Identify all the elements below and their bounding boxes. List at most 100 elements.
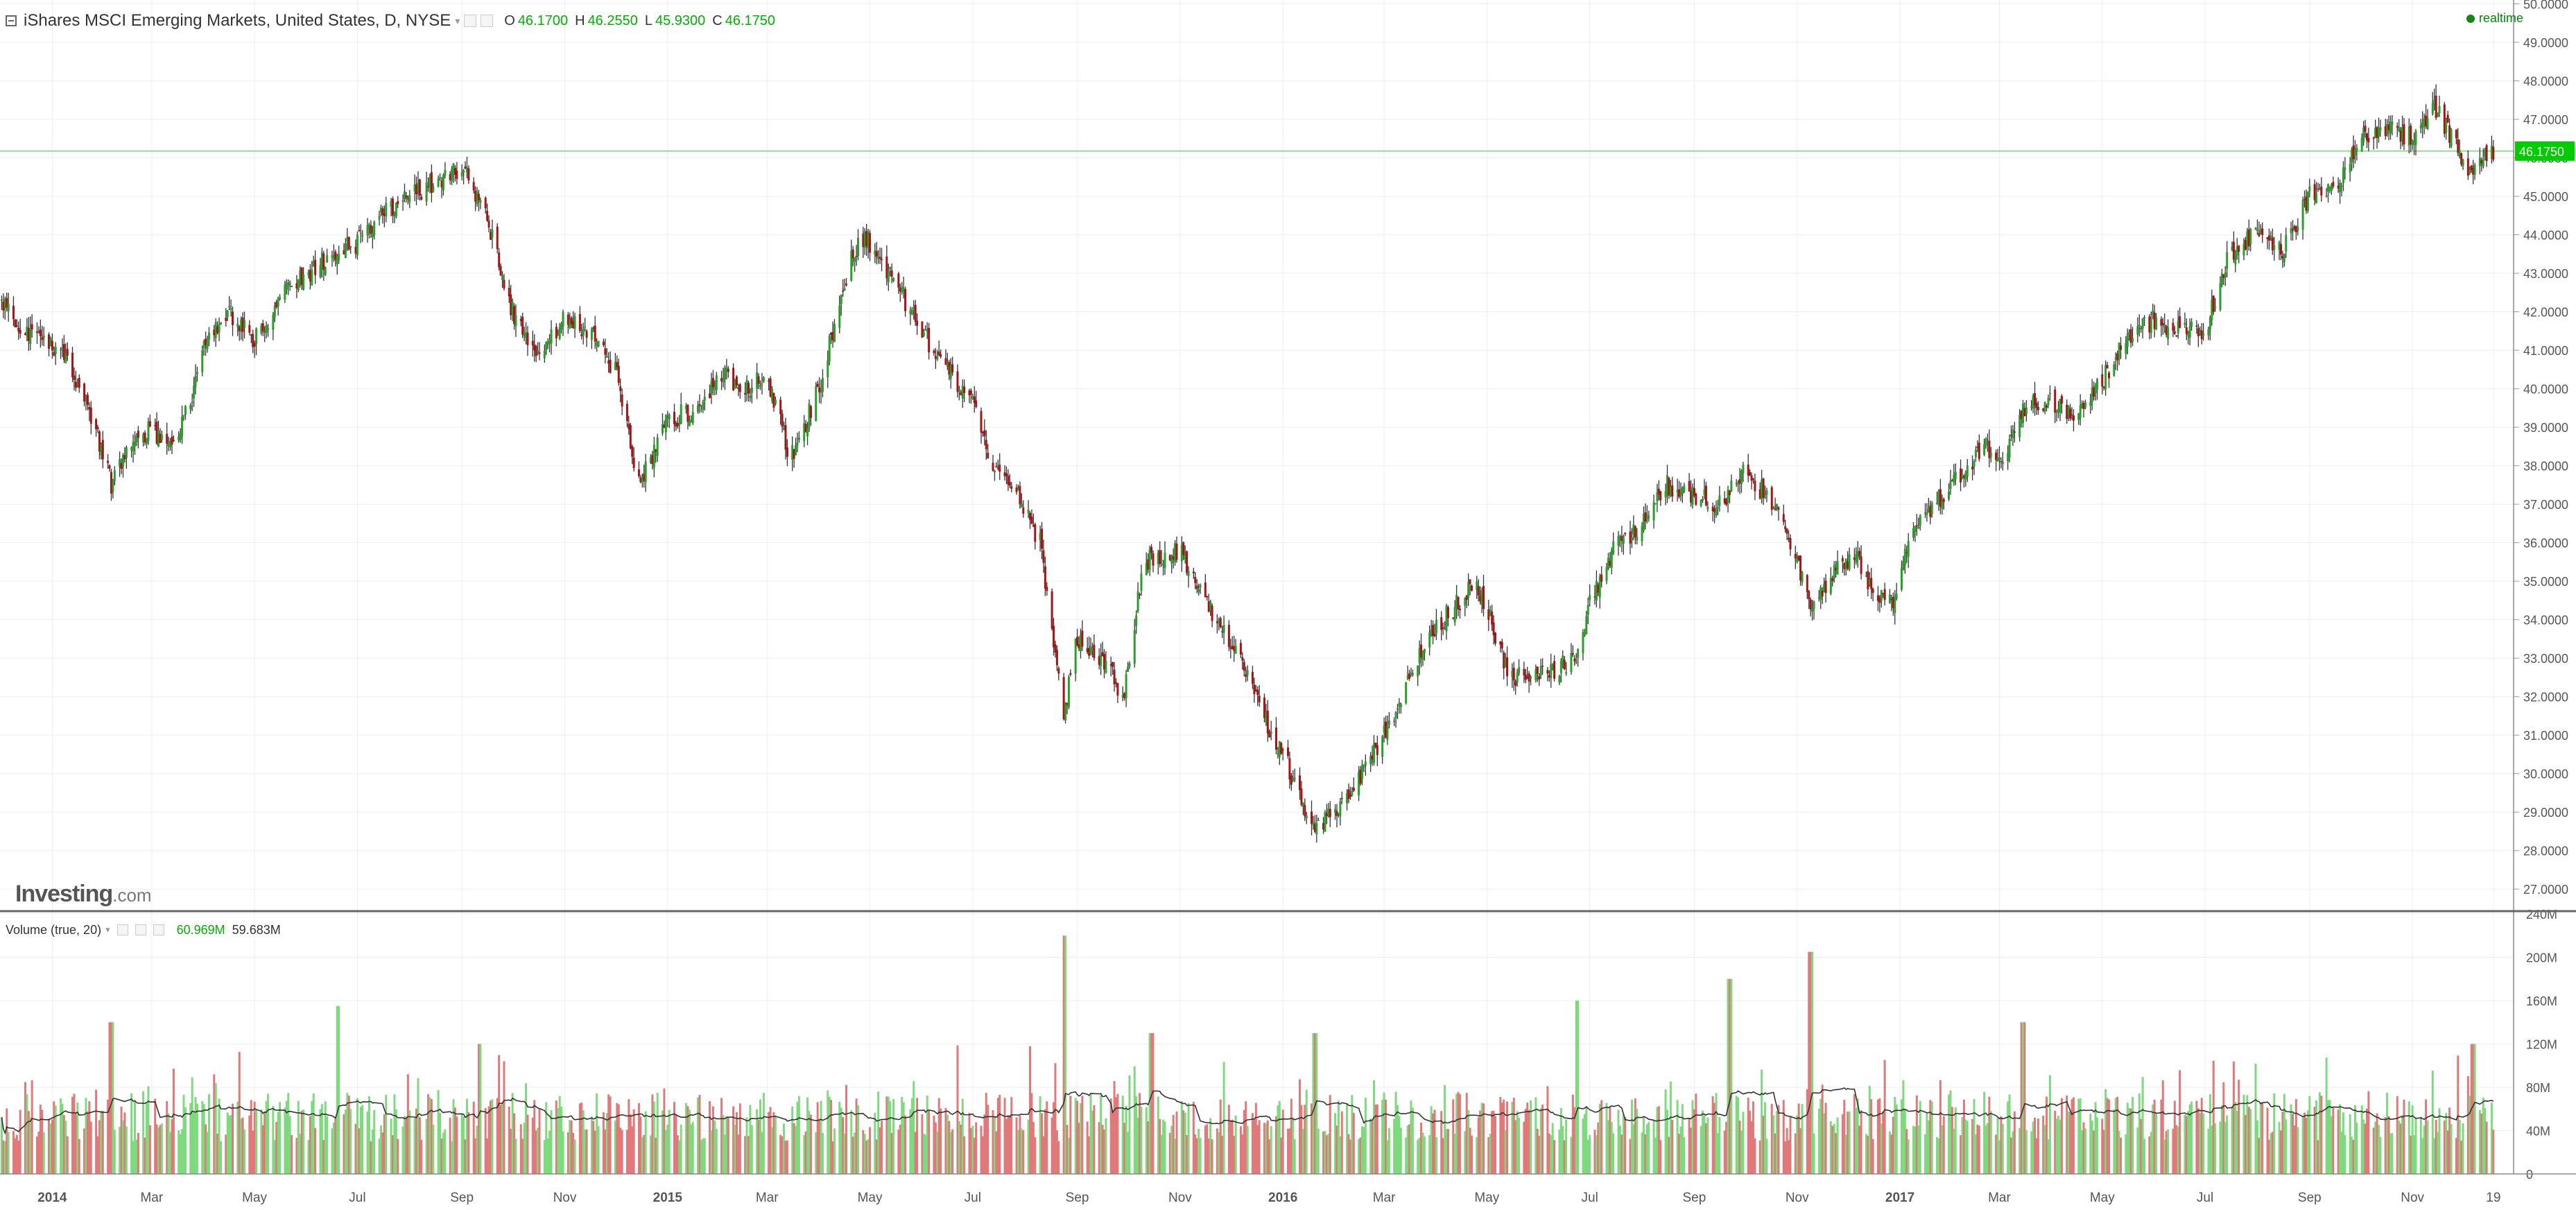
volume-bar (2019, 1127, 2021, 1174)
volume-bar (53, 1101, 55, 1174)
candle-body (2032, 395, 2034, 409)
candle-body (1159, 550, 1161, 564)
chevron-down-icon[interactable]: ▾ (455, 15, 460, 26)
volume-bar (1836, 1117, 1839, 1174)
close-icon[interactable] (153, 924, 164, 935)
volume-bar (2160, 1099, 2163, 1174)
candle (2433, 88, 2436, 111)
volume-bar (2163, 1139, 2166, 1174)
volume-bar (309, 1116, 311, 1174)
candle-body (2057, 408, 2060, 413)
collapse-icon[interactable] (6, 15, 17, 26)
candle-body (148, 421, 151, 426)
candle (889, 266, 892, 277)
volume-bar (1479, 1110, 1482, 1174)
volume-bar (572, 1132, 575, 1174)
volume-bar (685, 1103, 688, 1174)
candle-body (1444, 628, 1446, 630)
candle (390, 198, 392, 217)
candle (232, 306, 234, 336)
candle (1565, 662, 1568, 676)
candle-body (297, 279, 300, 291)
candle-body (31, 324, 33, 330)
candle (809, 405, 812, 426)
volume-bar (2259, 1102, 2262, 1174)
candle (1978, 434, 1980, 462)
candle (2069, 404, 2072, 422)
candle (1986, 433, 1989, 452)
candle (980, 407, 983, 444)
candle (2376, 126, 2378, 149)
candle (503, 274, 505, 291)
candle (453, 165, 456, 182)
volume-bar (1504, 1130, 1507, 1174)
hide-icon[interactable] (135, 924, 146, 935)
volume-bar (1974, 1134, 1977, 1174)
volume-bar (1477, 1117, 1480, 1174)
candle (1053, 618, 1055, 656)
volume-bar (240, 1118, 243, 1174)
candle-body (1607, 558, 1609, 569)
candle (2023, 402, 2026, 417)
candle-body (725, 367, 728, 370)
chevron-down-icon[interactable]: ▾ (105, 924, 110, 935)
candle-body (401, 200, 404, 202)
candle (260, 323, 263, 336)
volume-bar (397, 1139, 399, 1174)
price-tick-label: 45.0000 (2523, 190, 2568, 204)
candle-body (54, 346, 57, 354)
volume-bar (1986, 1123, 1989, 1174)
volume-bar (2445, 1113, 2448, 1174)
volume-bar (2372, 1127, 2375, 1174)
volume-bar (786, 1140, 788, 1174)
candle-body (1376, 745, 1378, 755)
candle (2212, 295, 2215, 316)
candle (2443, 101, 2446, 138)
candle-body (1145, 562, 1148, 576)
volume-bar (83, 1128, 86, 1174)
volume-bar (213, 1074, 216, 1174)
settings-icon[interactable] (464, 15, 477, 27)
candle-body (1270, 731, 1272, 734)
candle (759, 380, 761, 390)
candle (1150, 544, 1153, 560)
volume-bar (2023, 1022, 2026, 1174)
volume-bar (1008, 1115, 1011, 1174)
volume-bar (1221, 1136, 1224, 1174)
volume-bar (1100, 1094, 1103, 1174)
volume-bar (2384, 1117, 2387, 1174)
candle (519, 316, 522, 327)
settings-icon[interactable] (116, 924, 128, 935)
volume-bar (857, 1105, 860, 1174)
candle-body (609, 359, 612, 373)
candle (2353, 140, 2356, 164)
volume-bar (508, 1106, 510, 1174)
candle (273, 302, 276, 322)
volume-bar (937, 1098, 940, 1174)
volume-bar (312, 1093, 315, 1174)
volume-bar (2084, 1128, 2086, 1174)
candle (62, 335, 65, 363)
volume-bar (2344, 1134, 2346, 1174)
candle-body (2220, 273, 2223, 286)
candle-body (1135, 615, 1138, 627)
candle-body (937, 352, 940, 356)
candle (184, 405, 187, 420)
candle (639, 475, 642, 484)
candle (2067, 405, 2070, 422)
candle-body (1571, 652, 1574, 655)
volume-bar (2285, 1119, 2288, 1174)
candle-body (673, 411, 676, 424)
candle-body (2297, 226, 2299, 231)
candle (476, 187, 478, 207)
volume-bar (41, 1109, 44, 1174)
volume-bar (1327, 1134, 1330, 1174)
candle (2000, 457, 2003, 469)
candle-body (602, 341, 605, 345)
candle-body (697, 405, 700, 412)
candle-body (2292, 229, 2294, 231)
hide-icon[interactable] (481, 15, 494, 27)
volume-bar (401, 1126, 404, 1174)
candle (804, 420, 807, 433)
